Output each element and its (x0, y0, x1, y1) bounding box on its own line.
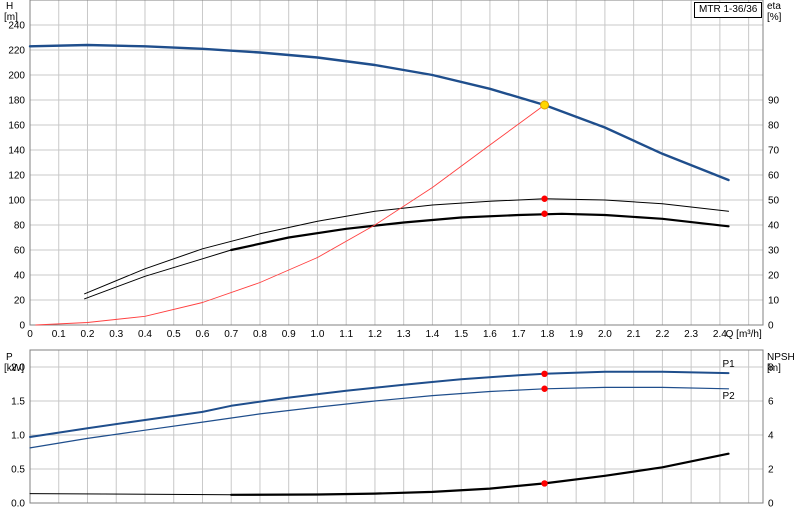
panel1-x-tick-label: 0 (27, 329, 33, 340)
panel1-y-right-tick-label: 10 (768, 296, 780, 307)
panel1-x-tick-label: 1.0 (310, 329, 324, 340)
panel2-y-left-tick-label: 0.0 (11, 499, 25, 510)
panel1-series-line-5 (35, 104, 545, 326)
panel1-x-tick-label: 2.2 (655, 329, 669, 340)
panel2-duty-point-marker (541, 480, 548, 487)
panel2-y-left-tick-label: 0.5 (11, 465, 25, 476)
panel1-y-left-tick-label: 20 (14, 296, 26, 307)
panel1-x-tick-label: 0.5 (167, 329, 181, 340)
panel1-x-tick-label: 1.5 (454, 329, 468, 340)
panel1-y-right-tick-label: 60 (768, 171, 780, 182)
panel2-y-right-tick-label: 2 (768, 465, 774, 476)
panel2-series-line-p1 (29, 370, 730, 438)
panel1-plot-frame (29, 0, 764, 326)
panel2-y-right-tick-label: 6 (768, 397, 774, 408)
model-label: MTR 1-36/36 (694, 2, 763, 18)
panel2-duty-point-marker (541, 370, 548, 377)
panel1-x-tick-label: 0.3 (109, 329, 123, 340)
panel2-y-left-title-unit: [kW] (4, 363, 24, 374)
panel2-series-line-4 (230, 452, 730, 496)
panel1-y-right-tick-label: 20 (768, 271, 780, 282)
panel1-y-right-title-unit: [%] (767, 12, 782, 23)
panel1-y-left-tick-label: 220 (8, 46, 25, 57)
panel1-y-right-tick-label: 0 (768, 321, 774, 332)
panel1-y-right-tick-label: 90 (768, 96, 780, 107)
panel1-x-tick-label: 0.6 (196, 329, 210, 340)
panel1-x-tick-label: 0.9 (282, 329, 296, 340)
panel2-duty-point-marker (541, 385, 548, 392)
panel2-y-left-tick-label: 1.0 (11, 431, 25, 442)
panel1-x-tick-label: 1.9 (569, 329, 583, 340)
panel2-y-left-tick-label: 1.5 (11, 397, 25, 408)
panel1-y-left-tick-label: 40 (14, 271, 26, 282)
panel1-y-right-tick-label: 30 (768, 246, 780, 257)
panel2-series-line-p2 (29, 386, 730, 449)
panel1-y-left-tick-label: 160 (8, 121, 25, 132)
panel1-y-right-tick-label: 70 (768, 146, 780, 157)
panel1-y-right-tick-label: 50 (768, 196, 780, 207)
panel1-y-right-tick-label: 40 (768, 221, 780, 232)
panel2-y-right-title-unit: [m] (767, 363, 781, 374)
panel1-y-left-title-unit: [m] (4, 12, 18, 23)
panel1-y-left-tick-label: 80 (14, 221, 26, 232)
panel1-y-left-tick-label: 140 (8, 146, 25, 157)
panel1-y-left-tick-label: 100 (8, 196, 25, 207)
panel1-y-left-tick-label: 120 (8, 171, 25, 182)
panel2-y-right-tick-label: 4 (768, 431, 774, 442)
panel1-y-left-tick-label: 0 (19, 321, 25, 332)
panel1-x-tick-label: 1.2 (368, 329, 382, 340)
panel1-x-tick-label: 1.8 (540, 329, 554, 340)
panel1-duty-point-marker (540, 100, 550, 110)
panel1-duty-point-marker (541, 210, 548, 217)
panel1-x-tick-label: 2.0 (598, 329, 612, 340)
panel1-y-right-tick-label: 80 (768, 121, 780, 132)
panel1-y-left-tick-label: 180 (8, 96, 25, 107)
panel1-x-tick-label: 0.2 (81, 329, 95, 340)
panel1-x-tick-label: 1.3 (397, 329, 411, 340)
panel1-series-line-2 (84, 198, 729, 295)
panel1-series-line-1 (28, 43, 730, 182)
panel2-plot-frame (29, 349, 764, 504)
panel1-x-axis-title: Q [m³/h] (726, 329, 762, 340)
panel1-x-tick-label: 2.1 (627, 329, 641, 340)
panel1-x-tick-label: 1.1 (339, 329, 353, 340)
panel1-y-left-tick-label: 240 (8, 21, 25, 32)
panel2-y-right-title: NPSH (767, 352, 795, 363)
panel1-series-line-3 (84, 249, 232, 300)
panel2-series-label-p2: P2 (723, 391, 736, 402)
panel1-x-tick-label: 0.7 (224, 329, 238, 340)
panel1-duty-point-marker (541, 195, 548, 202)
panel2-y-right-tick-label: 0 (768, 499, 774, 510)
panel1-series-line-4 (230, 212, 730, 252)
panel1-x-tick-label: 0.8 (253, 329, 267, 340)
panel1-y-right-title: eta (767, 1, 781, 12)
panel2-y-right-tick-label: 8 (768, 363, 774, 374)
panel2-y-left-tick-label: 2.0 (11, 363, 25, 374)
panel1-x-tick-label: 2.4 (713, 329, 727, 340)
panel2-series-label-p1: P1 (723, 359, 736, 370)
panel2-y-left-title: P (6, 352, 13, 363)
panel2-series-line-3 (29, 493, 232, 496)
panel1-x-tick-label: 0.1 (52, 329, 66, 340)
panel1-y-left-tick-label: 60 (14, 246, 26, 257)
panel1-x-tick-label: 0.4 (138, 329, 152, 340)
panel1-x-tick-label: 2.3 (684, 329, 698, 340)
panel1-y-left-tick-label: 200 (8, 71, 25, 82)
panel1-x-tick-label: 1.6 (483, 329, 497, 340)
panel1-x-tick-label: 1.7 (512, 329, 526, 340)
panel1-x-tick-label: 1.4 (425, 329, 439, 340)
panel1-y-left-title: H (6, 1, 13, 12)
